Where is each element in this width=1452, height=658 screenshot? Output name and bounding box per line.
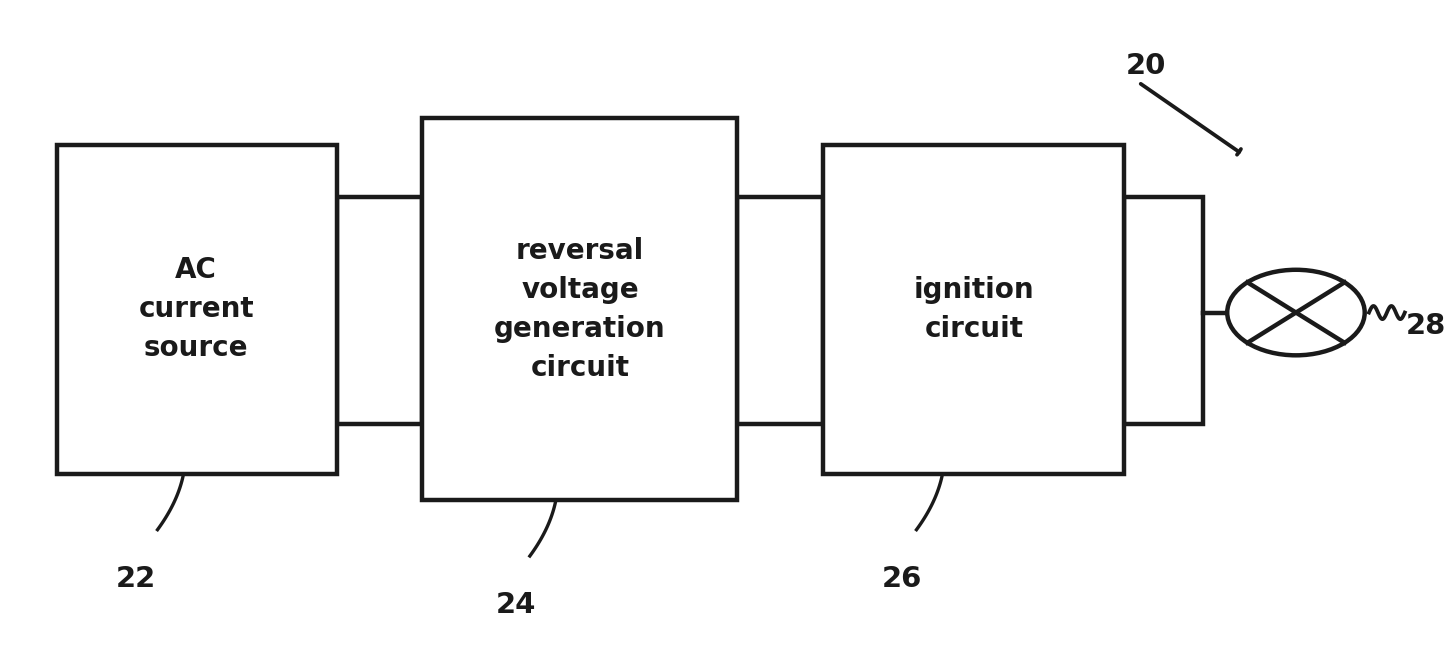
Text: reversal
voltage
generation
circuit: reversal voltage generation circuit — [494, 237, 666, 382]
Bar — [823, 145, 1124, 474]
Text: 28: 28 — [1406, 312, 1446, 340]
Ellipse shape — [1227, 270, 1365, 355]
Bar — [337, 197, 423, 424]
Text: 20: 20 — [1125, 52, 1166, 80]
Bar — [423, 118, 738, 500]
Text: AC
current
source: AC current source — [138, 256, 254, 363]
Bar — [57, 145, 337, 474]
Text: 26: 26 — [881, 565, 922, 593]
Bar — [1124, 197, 1202, 424]
Text: 22: 22 — [116, 565, 157, 593]
Text: 24: 24 — [495, 592, 536, 619]
Bar — [738, 197, 823, 424]
Text: ignition
circuit: ignition circuit — [913, 276, 1034, 343]
